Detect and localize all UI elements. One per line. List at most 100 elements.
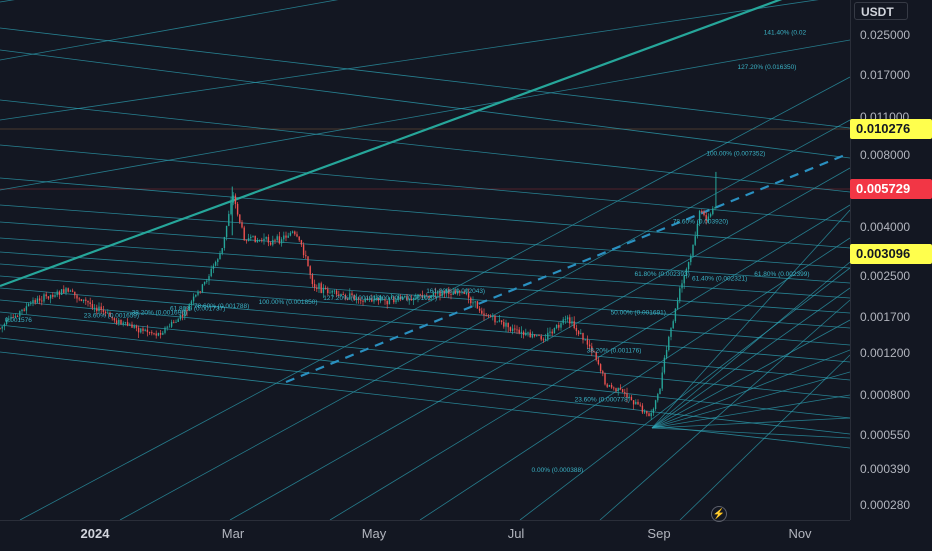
candle-body (558, 324, 560, 328)
candle-body (206, 280, 208, 282)
candle-body (56, 291, 58, 296)
candle-body (217, 259, 219, 262)
candle-body (307, 256, 309, 267)
candle-body (366, 298, 369, 300)
candle-body (571, 321, 573, 324)
candle-body (85, 299, 87, 301)
candle-body (663, 357, 666, 373)
candle-body (148, 332, 151, 333)
fib-label: 38.20% (0.001696) (132, 309, 187, 316)
candle-body (283, 235, 285, 240)
fib-fan-line-a-1 (0, 49, 850, 159)
candle-body (635, 401, 637, 405)
candle-body (298, 236, 300, 241)
candle-body (102, 309, 105, 312)
candle-body (349, 293, 351, 300)
candle-body (175, 321, 177, 323)
candle-body (696, 223, 699, 237)
candle-body (580, 332, 582, 335)
candle-body (412, 298, 415, 301)
candle-body (665, 350, 668, 358)
candle-body (63, 289, 65, 293)
candle-body (456, 291, 459, 294)
fib-label: 61.80% (0.002393) (635, 271, 690, 278)
candle-body (41, 300, 43, 302)
candle-body (608, 384, 611, 387)
price-badge: 0.003096 (850, 244, 932, 264)
candle-body (518, 329, 520, 334)
candle-body (406, 295, 408, 301)
candle-body (401, 297, 404, 300)
fib-fan-line-a-12 (0, 299, 850, 381)
candle-body (661, 372, 663, 389)
candle-body (245, 240, 248, 242)
price-tick: 0.000390 (860, 462, 911, 476)
candle-body (536, 335, 538, 336)
trend-line (0, 0, 783, 288)
candle-body (377, 297, 380, 301)
currency-label[interactable]: USDT (854, 2, 908, 20)
time-axis[interactable] (0, 520, 850, 551)
price-tick: 0.000800 (860, 388, 911, 402)
candle-body (113, 318, 116, 321)
candle-body (168, 326, 171, 328)
candle-body (672, 321, 674, 329)
candle-body (131, 324, 133, 328)
candle-body (305, 255, 307, 257)
fib-label: 61.80% (0.002399) (754, 271, 809, 278)
candle-body (641, 405, 644, 413)
candle-body (129, 324, 131, 326)
candle-body (324, 287, 327, 290)
candle-body (173, 321, 175, 323)
candle-body (472, 302, 474, 304)
price-chart[interactable]: 141.40% (0.02 127.20% (0.016350) 100.00% (… (0, 0, 850, 520)
fib-fan-line-b-6 (229, 167, 850, 520)
candle-body (115, 320, 118, 324)
candle-body (500, 320, 503, 323)
candle-body (96, 307, 98, 312)
candle-body (654, 400, 657, 409)
candle-body (322, 287, 325, 293)
candle-body (599, 364, 602, 372)
candle-body (346, 298, 349, 300)
candle-body (542, 339, 545, 341)
candle-body (483, 313, 485, 316)
candle-body (485, 315, 487, 317)
fib-conv-line-7 (651, 417, 850, 429)
time-tick: Nov (788, 526, 812, 541)
candle-body (474, 301, 476, 303)
candle-body (269, 242, 272, 245)
candle-body (615, 388, 617, 391)
candle-body (12, 317, 14, 318)
candle-body (628, 396, 630, 398)
candle-body (353, 294, 355, 301)
price-tick: 0.017000 (860, 68, 911, 82)
candle-body (45, 294, 47, 297)
candle-body (637, 401, 639, 405)
candle-body (505, 322, 507, 327)
candle-body (0, 328, 1, 329)
candle-body (327, 289, 329, 294)
fib-fan-line-b-3 (0, 39, 850, 191)
candle-body (258, 239, 261, 241)
fib-label: 38.20% (0.001176) (587, 348, 642, 355)
candle-body (197, 291, 199, 295)
candle-body (373, 299, 375, 302)
candle-body (465, 292, 468, 295)
fib-fan-line-b-1 (0, 0, 339, 61)
candle-body (199, 291, 201, 293)
candle-body (25, 306, 28, 311)
candle-body (428, 295, 430, 298)
candle-body (507, 322, 509, 328)
candle-body (604, 373, 606, 385)
fib-fan-line-a-15 (0, 337, 850, 435)
candle-body (668, 336, 670, 351)
candle-body (525, 332, 527, 336)
candle-body (170, 321, 173, 327)
candle-body (52, 294, 54, 297)
candle-body (439, 290, 441, 296)
time-tick: Sep (647, 526, 671, 541)
candle-body (5, 319, 8, 325)
tradingview-logo-icon[interactable]: ⚡ (711, 506, 727, 522)
price-tick: 0.001700 (860, 310, 911, 324)
